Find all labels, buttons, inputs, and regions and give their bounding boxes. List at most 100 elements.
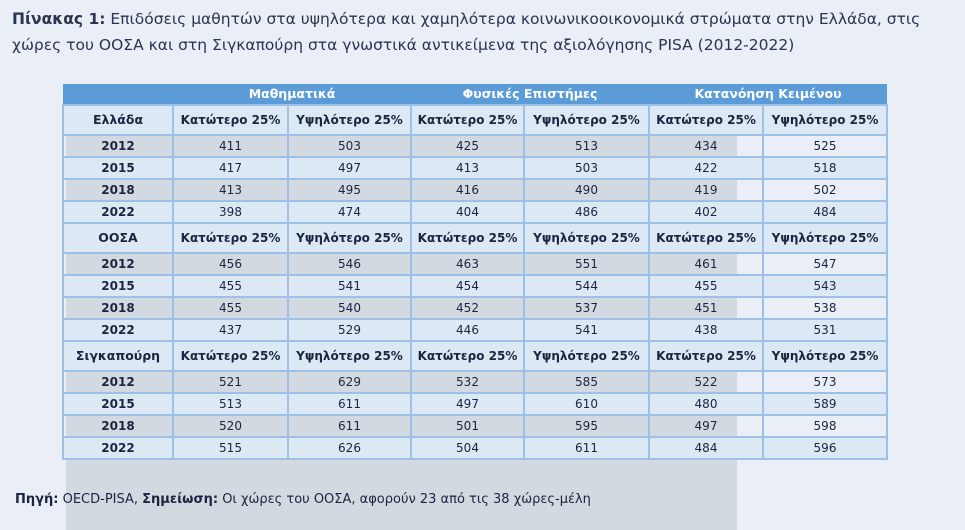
score-cell: 413 [410,156,525,180]
score-cell: 513 [172,392,289,416]
table-row: 2018 413 495 416 490 419 502 [62,178,889,202]
group-name: Σιγκαπούρη [62,340,174,372]
table-row: 2012 456 546 463 551 461 547 [62,252,889,276]
pisa-table: Μαθηματικά Φυσικές Επιστήμες Κατανόηση Κ… [62,84,889,460]
score-cell: 529 [287,318,412,342]
table-row: 2022 437 529 446 541 438 531 [62,318,889,342]
year-cell: 2018 [62,414,174,438]
score-cell: 413 [172,178,289,202]
note-label: Σημείωση: [142,492,219,507]
score-cell: 455 [172,274,289,298]
group-name: Ελλάδα [62,104,174,136]
column-header-low: Κατώτερο 25% [648,340,764,372]
score-cell: 611 [287,414,412,438]
score-cell: 546 [287,252,412,276]
column-header-high: Υψηλότερο 25% [523,222,650,254]
score-cell: 434 [648,134,764,158]
score-cell: 486 [523,200,650,224]
column-header-low: Κατώτερο 25% [172,104,289,136]
column-header-high: Υψηλότερο 25% [761,340,889,372]
subject-header: Κατανόηση Κειμένου [649,84,888,105]
source-label: Πηγή: [15,492,59,507]
score-cell: 461 [648,252,764,276]
score-cell: 419 [648,178,764,202]
empty-header [63,84,173,105]
note-text: Οι χώρες του ΟΟΣΑ, αφορούν 23 από τις 38… [222,492,591,507]
column-header-high: Υψηλότερο 25% [523,104,650,136]
score-cell: 541 [287,274,412,298]
score-cell: 547 [761,252,889,276]
footnote: Πηγή: OECD-PISA, Σημείωση: Οι χώρες του … [15,492,591,507]
year-cell: 2012 [62,252,174,276]
score-cell: 541 [523,318,650,342]
table-row: 2015 455 541 454 544 455 543 [62,274,889,298]
score-cell: 411 [172,134,289,158]
score-cell: 404 [410,200,525,224]
score-cell: 611 [523,436,650,460]
score-cell: 398 [172,200,289,224]
column-header-high: Υψηλότερο 25% [523,340,650,372]
score-cell: 525 [761,134,889,158]
score-cell: 551 [523,252,650,276]
table-row: 2018 520 611 501 595 497 598 [62,414,889,438]
score-cell: 495 [287,178,412,202]
year-cell: 2022 [62,200,174,224]
score-cell: 573 [761,370,889,394]
score-cell: 463 [410,252,525,276]
score-cell: 504 [410,436,525,460]
score-cell: 629 [287,370,412,394]
year-cell: 2015 [62,274,174,298]
score-cell: 610 [523,392,650,416]
score-cell: 490 [523,178,650,202]
year-cell: 2018 [62,296,174,320]
column-header-high: Υψηλότερο 25% [287,340,412,372]
score-cell: 513 [523,134,650,158]
score-cell: 540 [287,296,412,320]
column-header-low: Κατώτερο 25% [410,104,525,136]
column-header-low: Κατώτερο 25% [410,222,525,254]
score-cell: 503 [287,134,412,158]
score-cell: 474 [287,200,412,224]
year-cell: 2022 [62,318,174,342]
year-cell: 2015 [62,156,174,180]
score-cell: 532 [410,370,525,394]
score-cell: 538 [761,296,889,320]
score-cell: 416 [410,178,525,202]
score-cell: 595 [523,414,650,438]
score-cell: 455 [648,274,764,298]
score-cell: 422 [648,156,764,180]
column-header-low: Κατώτερο 25% [172,340,289,372]
score-cell: 438 [648,318,764,342]
column-header-high: Υψηλότερο 25% [287,104,412,136]
score-cell: 522 [648,370,764,394]
score-cell: 455 [172,296,289,320]
score-cell: 611 [287,392,412,416]
score-cell: 497 [410,392,525,416]
score-cell: 480 [648,392,764,416]
subject-header-row: Μαθηματικά Φυσικές Επιστήμες Κατανόηση Κ… [63,84,888,105]
table-row: 2022 515 626 504 611 484 596 [62,436,889,460]
column-header-high: Υψηλότερο 25% [287,222,412,254]
score-cell: 544 [523,274,650,298]
table-row: 2015 417 497 413 503 422 518 [62,156,889,180]
source-text: OECD-PISA, [62,492,139,507]
year-cell: 2012 [62,370,174,394]
score-cell: 456 [172,252,289,276]
score-cell: 596 [761,436,889,460]
table-row: 2018 455 540 452 537 451 538 [62,296,889,320]
score-cell: 425 [410,134,525,158]
score-cell: 531 [761,318,889,342]
score-cell: 515 [172,436,289,460]
score-cell: 402 [648,200,764,224]
year-cell: 2018 [62,178,174,202]
score-cell: 497 [648,414,764,438]
column-header-high: Υψηλότερο 25% [761,222,889,254]
score-cell: 437 [172,318,289,342]
score-cell: 497 [287,156,412,180]
score-cell: 520 [172,414,289,438]
score-cell: 518 [761,156,889,180]
year-cell: 2022 [62,436,174,460]
score-cell: 417 [172,156,289,180]
score-cell: 585 [523,370,650,394]
score-cell: 598 [761,414,889,438]
